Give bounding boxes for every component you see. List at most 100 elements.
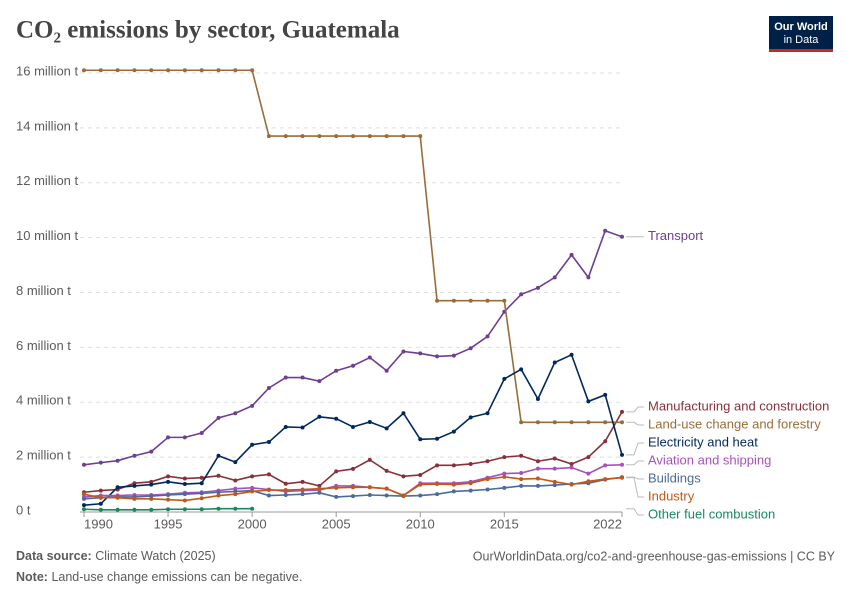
series-label: Manufacturing and construction [648, 398, 829, 413]
point [166, 492, 171, 497]
series-label: Other fuel combustion [648, 506, 775, 521]
point [620, 452, 624, 457]
point [98, 495, 103, 500]
point [401, 349, 406, 354]
point [435, 492, 440, 497]
point [451, 489, 456, 494]
point [535, 285, 540, 290]
point [367, 492, 372, 497]
logo: Our World in Data [769, 16, 833, 52]
point [468, 346, 473, 351]
label-connector [626, 476, 644, 480]
point [502, 474, 507, 479]
point [535, 466, 540, 471]
logo-text: Our World [774, 21, 828, 33]
point [586, 275, 591, 280]
point [552, 466, 557, 471]
point [367, 457, 372, 462]
point [535, 476, 540, 481]
x-tick-label: 2005 [322, 516, 351, 531]
point [451, 429, 456, 434]
point [132, 507, 137, 512]
point [384, 426, 389, 431]
point [435, 482, 440, 487]
point [435, 298, 440, 303]
point [334, 134, 339, 139]
point [182, 435, 187, 440]
y-tick-label: 8 million t [16, 283, 71, 298]
point [216, 68, 221, 73]
point [552, 275, 557, 280]
point [586, 471, 591, 476]
point [485, 298, 490, 303]
note-label: Note: [16, 570, 48, 584]
point [569, 252, 574, 257]
point [620, 234, 624, 239]
point [82, 462, 86, 467]
point [569, 461, 574, 466]
point [216, 473, 221, 478]
point [435, 463, 440, 468]
series-line [84, 69, 622, 424]
point [250, 485, 255, 490]
point [283, 492, 288, 497]
point [367, 134, 372, 139]
point [166, 479, 171, 484]
point [98, 488, 103, 493]
point [250, 403, 255, 408]
point [149, 482, 154, 487]
point [468, 415, 473, 420]
y-tick-label: 2 million t [16, 448, 71, 463]
x-tick-label: 1990 [84, 516, 113, 531]
point [199, 68, 204, 73]
point [334, 494, 339, 499]
point [418, 134, 423, 139]
point [334, 485, 339, 490]
point [519, 420, 524, 425]
y-tick-label: 0 t [16, 502, 31, 517]
point [418, 437, 423, 442]
note: Land-use change emissions can be negativ… [51, 570, 302, 584]
footer-note: Note: Land-use change emissions can be n… [16, 570, 302, 584]
point [250, 474, 255, 479]
point [451, 298, 456, 303]
point [216, 506, 221, 511]
point [485, 477, 490, 482]
point [233, 478, 238, 483]
point [199, 481, 204, 486]
point [233, 68, 238, 73]
source-label: Data source: [16, 549, 92, 563]
label-connector [626, 460, 644, 466]
point [468, 461, 473, 466]
point [384, 486, 389, 491]
point [552, 483, 557, 488]
point [98, 460, 103, 465]
point [620, 462, 624, 467]
point [182, 492, 187, 497]
point [485, 411, 490, 416]
point [166, 474, 171, 479]
point [418, 482, 423, 487]
x-tick-label: 2015 [490, 516, 519, 531]
point [283, 375, 288, 380]
point [317, 134, 322, 139]
point [351, 134, 355, 139]
x-tick-label: 2010 [406, 516, 435, 531]
point [502, 455, 507, 460]
point [519, 471, 524, 476]
point [367, 355, 372, 360]
footer-source: Data source: Climate Watch (2025) [16, 549, 216, 563]
footer-url: OurWorldinData.org/co2-and-greenhouse-ga… [473, 549, 836, 563]
point [300, 134, 305, 139]
point [603, 228, 608, 233]
point [149, 449, 154, 454]
point [569, 352, 574, 357]
point [266, 440, 271, 445]
logo-stripe [769, 49, 833, 52]
y-tick-label: 16 million t [16, 63, 79, 78]
point [502, 485, 507, 490]
point [300, 375, 305, 380]
point [149, 507, 154, 512]
point [266, 493, 271, 498]
